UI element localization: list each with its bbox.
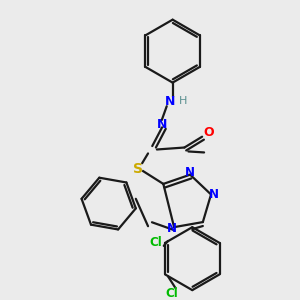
Text: Cl: Cl [165,286,178,300]
Text: N: N [164,95,175,108]
Text: N: N [185,166,195,179]
Text: N: N [157,118,167,131]
Text: S: S [133,162,143,176]
Text: O: O [204,126,214,139]
Text: N: N [209,188,219,201]
Text: N: N [167,222,177,235]
Text: Cl: Cl [149,236,162,249]
Text: H: H [179,96,188,106]
